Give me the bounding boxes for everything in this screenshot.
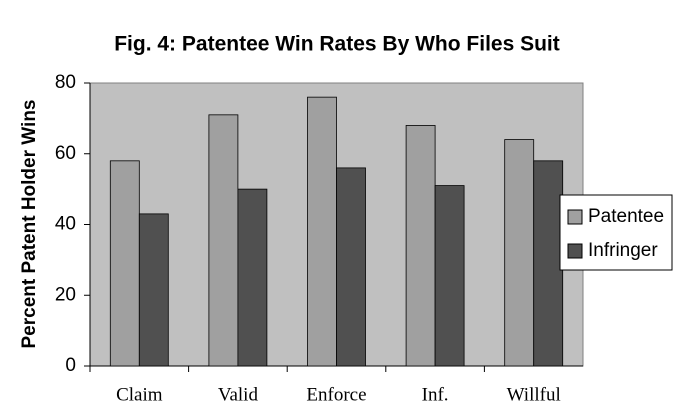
y-tick-label: 80 (55, 72, 76, 93)
y-tick-label: 60 (55, 143, 76, 164)
legend-label: Infringer (588, 240, 658, 261)
bar (336, 167, 366, 367)
bar (138, 213, 169, 367)
bar (237, 188, 268, 367)
y-tick-label: 20 (55, 284, 76, 305)
bar (434, 185, 465, 367)
bar (533, 160, 564, 367)
y-tick-label: 0 (65, 355, 76, 376)
legend-swatch (567, 209, 583, 225)
y-tick-label: 40 (55, 214, 76, 235)
x-tick-label: Inf. (422, 384, 449, 405)
x-tick-label: Enforce (306, 384, 366, 405)
legend-label: Patentee (588, 206, 664, 227)
legend-swatch (567, 243, 583, 259)
bar (307, 96, 337, 367)
x-tick-label: Claim (116, 384, 163, 405)
chart-title: Fig. 4: Patentee Win Rates By Who Files … (114, 33, 560, 56)
bar (504, 139, 535, 367)
bar (405, 125, 436, 367)
bar (109, 160, 140, 367)
x-tick-label: Willful (507, 384, 561, 405)
bar (208, 114, 239, 367)
y-axis-label: Percent Patent Holder Wins (19, 100, 40, 349)
x-tick-label: Valid (218, 384, 259, 405)
